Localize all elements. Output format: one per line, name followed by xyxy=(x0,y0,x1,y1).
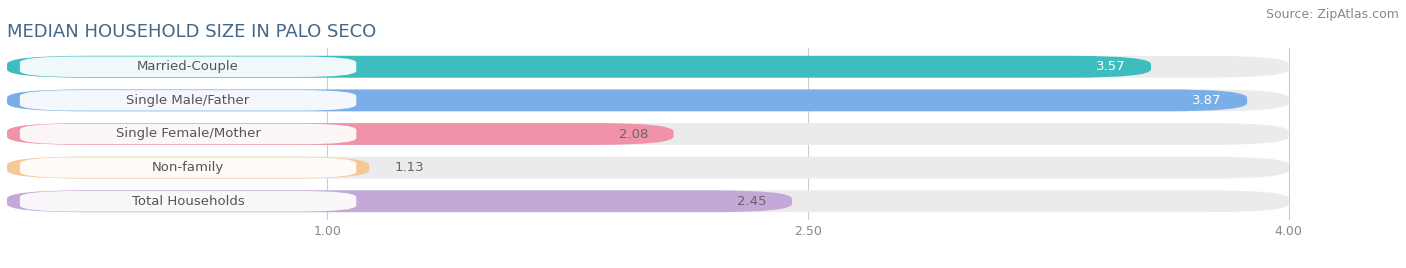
FancyBboxPatch shape xyxy=(7,190,792,212)
Text: 2.45: 2.45 xyxy=(737,195,766,208)
FancyBboxPatch shape xyxy=(20,124,356,144)
Text: 3.87: 3.87 xyxy=(1192,94,1222,107)
FancyBboxPatch shape xyxy=(7,56,1289,78)
FancyBboxPatch shape xyxy=(7,157,370,178)
Text: Single Female/Mother: Single Female/Mother xyxy=(115,128,260,140)
FancyBboxPatch shape xyxy=(7,123,1289,145)
Text: 1.13: 1.13 xyxy=(395,161,425,174)
Text: Source: ZipAtlas.com: Source: ZipAtlas.com xyxy=(1265,8,1399,21)
FancyBboxPatch shape xyxy=(7,90,1247,111)
Text: Non-family: Non-family xyxy=(152,161,224,174)
Text: Married-Couple: Married-Couple xyxy=(138,60,239,73)
FancyBboxPatch shape xyxy=(20,90,356,111)
FancyBboxPatch shape xyxy=(7,123,673,145)
FancyBboxPatch shape xyxy=(20,157,356,178)
Text: 3.57: 3.57 xyxy=(1095,60,1125,73)
FancyBboxPatch shape xyxy=(7,56,1152,78)
Text: 2.08: 2.08 xyxy=(619,128,648,140)
FancyBboxPatch shape xyxy=(20,191,356,211)
FancyBboxPatch shape xyxy=(7,190,1289,212)
FancyBboxPatch shape xyxy=(7,90,1289,111)
Text: Total Households: Total Households xyxy=(132,195,245,208)
FancyBboxPatch shape xyxy=(20,57,356,77)
Text: Single Male/Father: Single Male/Father xyxy=(127,94,250,107)
Text: MEDIAN HOUSEHOLD SIZE IN PALO SECO: MEDIAN HOUSEHOLD SIZE IN PALO SECO xyxy=(7,23,377,41)
FancyBboxPatch shape xyxy=(7,157,1289,178)
